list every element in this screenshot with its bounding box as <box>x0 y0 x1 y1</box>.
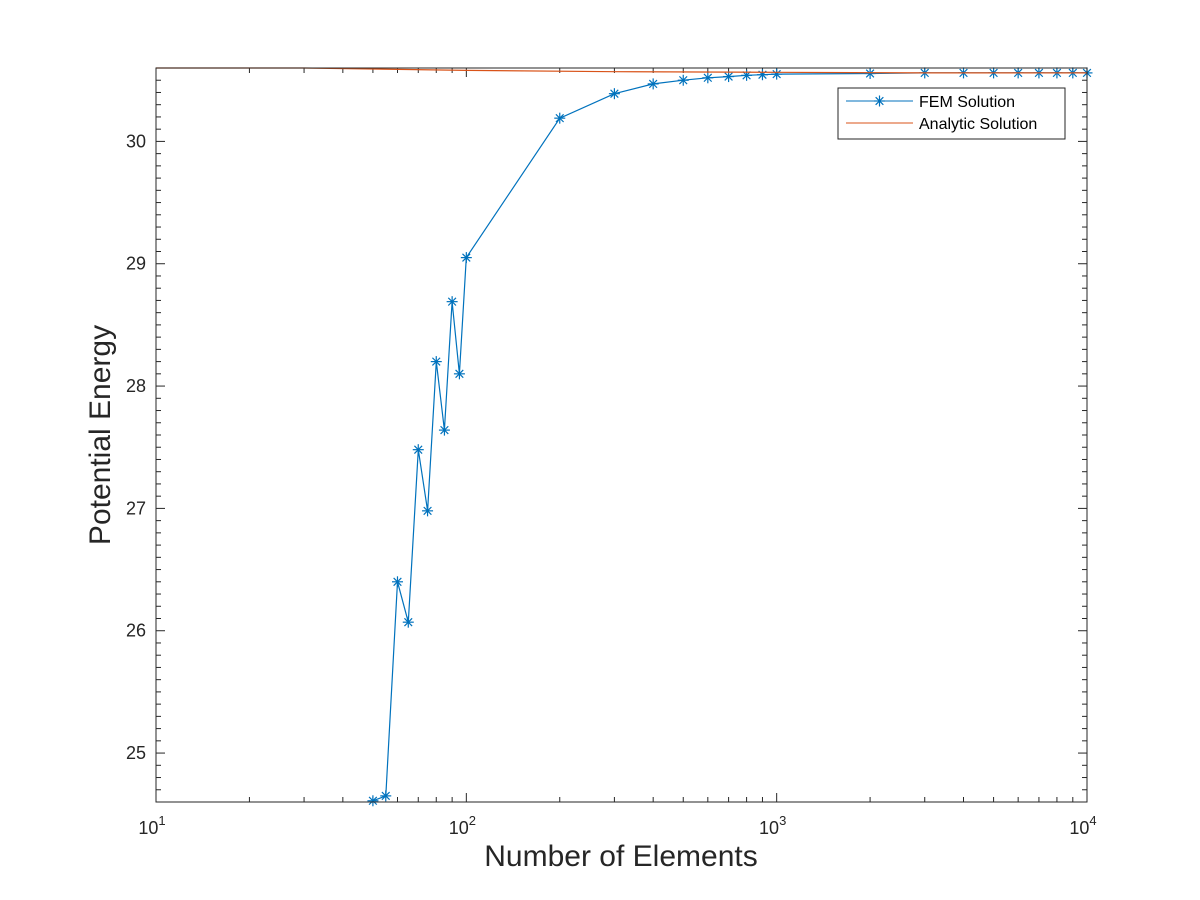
x-tick-exponent: 2 <box>469 813 476 828</box>
data-point <box>453 368 465 380</box>
x-tick-base: 10 <box>759 818 779 838</box>
x-tick-label: 104 <box>1069 813 1096 838</box>
y-tick-label: 25 <box>126 743 146 763</box>
data-point <box>771 68 783 80</box>
x-tick-base: 10 <box>449 818 469 838</box>
data-point <box>422 505 434 517</box>
data-point <box>446 296 458 308</box>
data-point <box>412 444 424 456</box>
legend-asterisk <box>874 95 885 107</box>
y-tick-label: 30 <box>126 131 146 151</box>
x-axis-label: Number of Elements <box>484 840 757 873</box>
legend-box <box>837 87 1066 140</box>
x-tick-exponent: 3 <box>779 813 786 828</box>
series-layer <box>156 67 1093 807</box>
data-point <box>402 616 414 628</box>
y-tick-label: 27 <box>126 498 146 518</box>
y-axis-label: Potential Energy <box>84 325 117 545</box>
legend-analytic-label: Analytic Solution <box>919 116 1037 133</box>
plot-frame <box>155 67 1088 803</box>
x-tick-exponent: 4 <box>1089 813 1096 828</box>
data-point <box>647 78 659 90</box>
plot-area <box>156 68 1087 802</box>
x-tick-base: 10 <box>1069 818 1089 838</box>
data-point <box>380 790 392 802</box>
legend: FEM Solution Analytic Solution <box>837 87 1066 140</box>
data-point <box>367 795 379 807</box>
data-point <box>608 88 620 100</box>
data-point <box>723 71 735 83</box>
data-point <box>438 424 450 436</box>
data-point <box>756 69 768 81</box>
y-tick-label: 26 <box>126 621 146 641</box>
data-point <box>677 74 689 86</box>
legend-fem-label: FEM Solution <box>919 94 1015 111</box>
data-point <box>741 69 753 81</box>
data-point <box>391 576 403 588</box>
x-tick-label: 101 <box>138 813 165 838</box>
y-tick-label: 29 <box>126 254 146 274</box>
legend-fem-marker <box>874 95 885 107</box>
x-tick-base: 10 <box>138 818 158 838</box>
x-tick-label: 102 <box>449 813 476 838</box>
x-tick-exponent: 1 <box>158 813 165 828</box>
data-point <box>460 252 472 264</box>
data-point <box>430 356 442 368</box>
data-point <box>702 72 714 84</box>
x-tick-label: 103 <box>759 813 786 838</box>
data-point <box>864 68 876 80</box>
data-point <box>554 112 566 124</box>
y-tick-label: 28 <box>126 376 146 396</box>
